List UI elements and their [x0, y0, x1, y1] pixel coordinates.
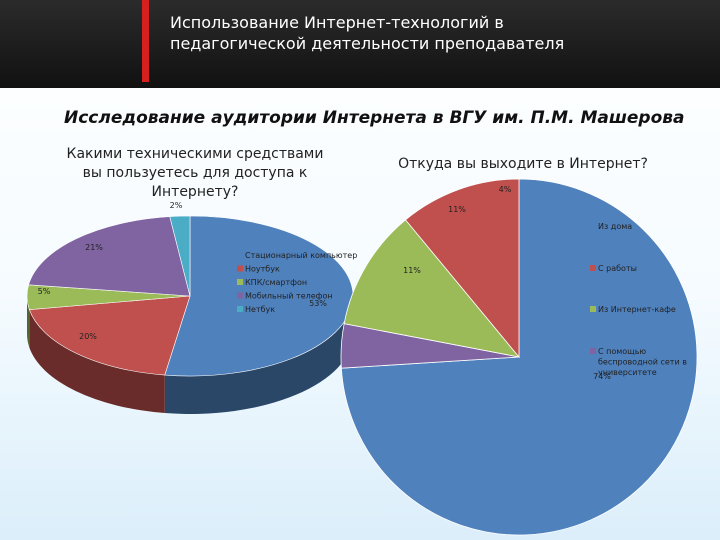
chart1-title-line-2: вы пользуетесь для доступа к	[82, 165, 308, 181]
chart2-legend-label: Из дома	[598, 222, 632, 231]
chart2-legend-swatch	[590, 265, 596, 271]
chart1-slice	[169, 215, 191, 297]
chart2-data-label: 11%	[403, 266, 421, 275]
chart1-title-line-3: Интернету?	[151, 184, 239, 200]
chart1-legend-label: Ноутбук	[245, 265, 280, 274]
chart1-data-label: 20%	[79, 332, 97, 341]
chart1-legend-label: КПК/смартфон	[245, 278, 307, 287]
chart1-legend-swatch	[237, 265, 243, 272]
chart1-legend-swatch	[237, 292, 243, 299]
chart1-legend-swatch	[237, 279, 243, 285]
chart1-slice-side	[164, 296, 353, 414]
chart2-slice	[404, 178, 520, 359]
chart1-legend-swatch	[237, 306, 243, 312]
chart2-legend-swatch	[590, 223, 596, 229]
chart2-title: Откуда вы выходите в Интернет?	[398, 156, 648, 172]
accent-bar	[142, 0, 149, 82]
chart2-legend-label: Из Интернет-кафе	[598, 305, 676, 314]
chart2-data-label: 11%	[448, 205, 466, 214]
chart1-data-label: 2%	[170, 201, 183, 210]
slide-title: Использование Интернет-технологий в педа…	[170, 12, 690, 54]
chart2-legend-label: С помощью	[598, 347, 646, 356]
chart1-slice	[28, 216, 191, 297]
chart2-slice	[343, 219, 521, 358]
chart1-slice	[28, 295, 191, 376]
chart1-data-label: 21%	[85, 243, 103, 252]
chart1-legend-label: Стационарный компьютер	[245, 251, 357, 260]
chart1-legend-swatch	[237, 252, 243, 258]
header-band	[0, 0, 720, 88]
chart1-legend-label: Мобильный телефон	[245, 292, 333, 301]
chart2-legend-label: С работы	[598, 264, 637, 273]
chart2-legend-label: университете	[598, 368, 657, 377]
chart2-data-label: 74%	[593, 372, 611, 381]
chart1-data-label: 5%	[38, 287, 51, 296]
slide-subtitle: Исследование аудитории Интернета в ВГУ и…	[64, 108, 685, 128]
chart1-slice-side	[29, 309, 165, 414]
chart1-slice-side	[27, 296, 30, 348]
chart2-legend-swatch	[590, 306, 596, 312]
chart1-title-line-1: Какими техническими средствами	[66, 146, 324, 162]
chart2-legend-label: беспроводной сети в	[598, 358, 687, 367]
slide-title-line-2: педагогической деятельности преподавател…	[170, 34, 565, 53]
chart2-data-label: 4%	[499, 185, 512, 194]
chart1-data-label: 53%	[309, 299, 327, 308]
chart2-legend-swatch	[590, 348, 596, 354]
slide-title-line-1: Использование Интернет-технологий в	[170, 13, 504, 32]
chart1-title: Какими техническими средствами вы пользу…	[40, 145, 350, 202]
chart1-legend-label: Нетбук	[245, 305, 275, 314]
